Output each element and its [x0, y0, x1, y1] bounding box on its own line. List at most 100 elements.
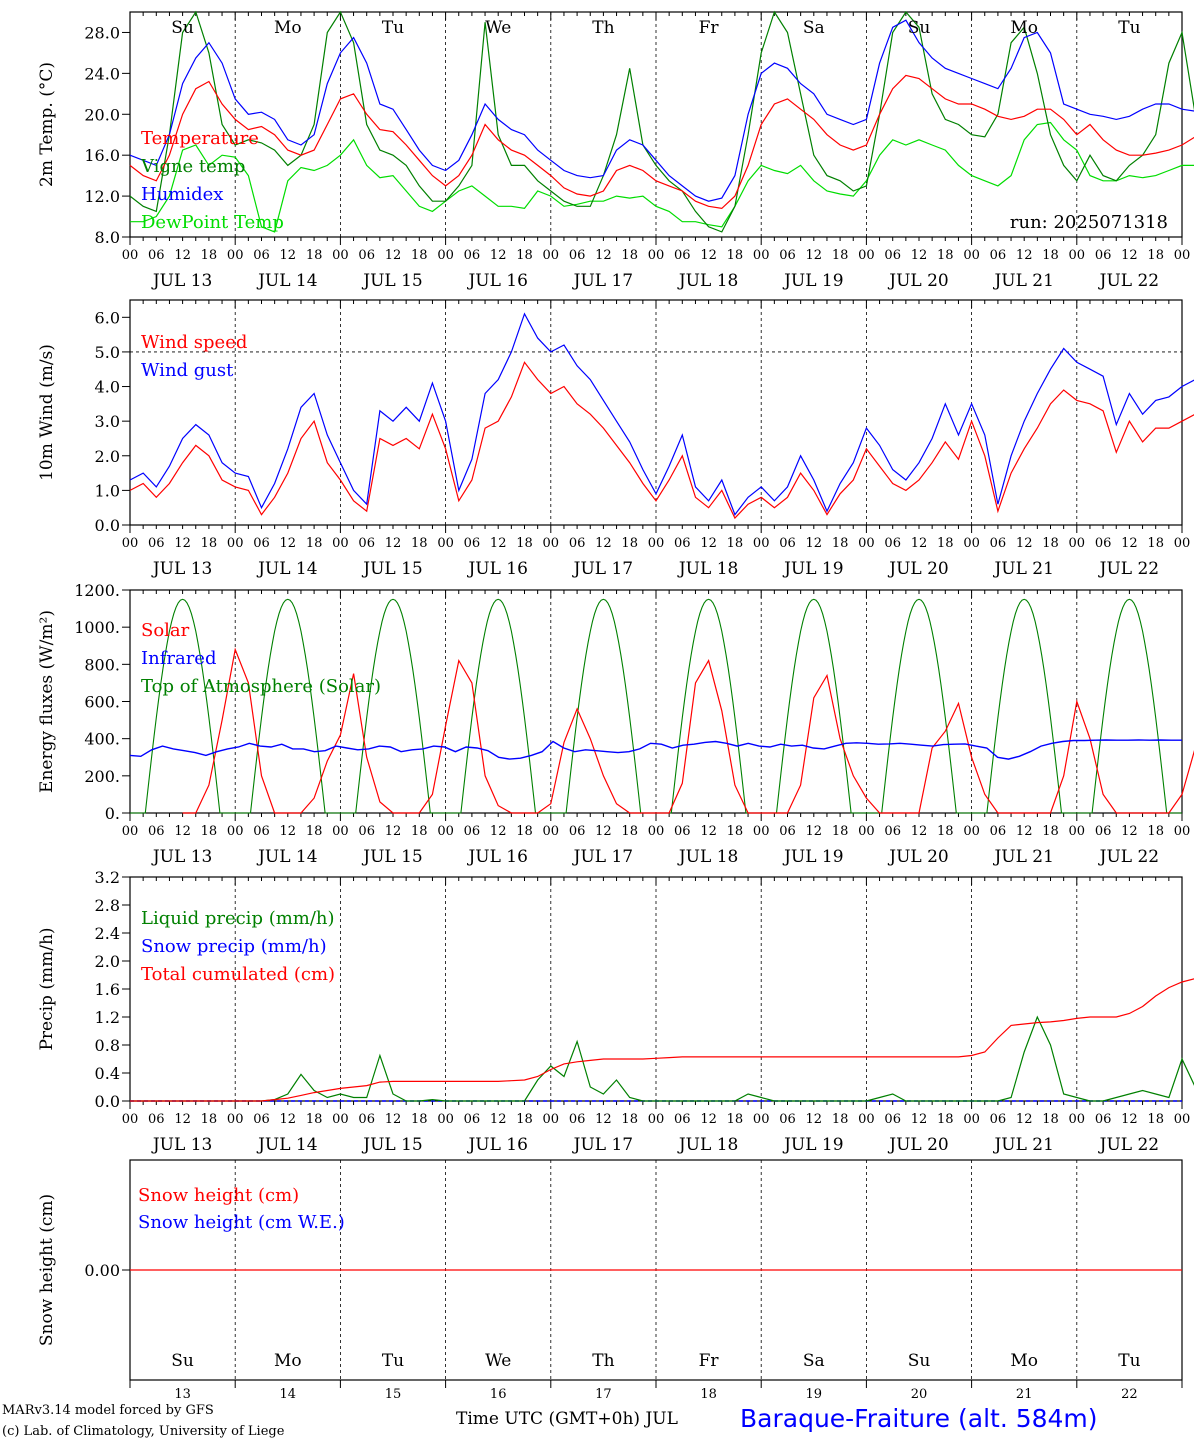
date-label: JUL 20 [887, 1135, 948, 1155]
day-number-label: 15 [385, 1387, 402, 1402]
hour-label: 12 [806, 1112, 823, 1127]
y-tick-label: 2.0 [95, 447, 120, 466]
hour-label: 06 [358, 824, 375, 839]
y-tick-label: 3.0 [95, 412, 120, 431]
hour-label: 00 [227, 1112, 244, 1127]
date-label: JUL 15 [361, 1135, 422, 1155]
hour-label: 18 [1147, 536, 1164, 551]
date-label: JUL 16 [466, 847, 527, 867]
panel-frame [129, 299, 1183, 526]
hour-label: 12 [700, 824, 717, 839]
weekday-label: Su [171, 18, 194, 38]
hour-label: 00 [122, 248, 139, 263]
hour-label: 06 [779, 824, 796, 839]
hour-label: 18 [411, 536, 428, 551]
hour-label: 18 [621, 824, 638, 839]
hour-label: 18 [306, 824, 323, 839]
y-tick-label: 28.0 [84, 23, 120, 42]
y-tick-label: 800. [84, 655, 120, 674]
hour-label: 06 [674, 824, 691, 839]
hour-label: 00 [753, 536, 770, 551]
date-label: JUL 14 [256, 847, 317, 867]
hour-label: 12 [595, 536, 612, 551]
weekday-label: Mo [274, 18, 302, 38]
y-tick-label: 0.00 [84, 1261, 120, 1280]
hour-label: 12 [911, 1112, 928, 1127]
y-tick-label: 1.0 [95, 481, 120, 500]
legend-liquid-precip-mm-h-: Liquid precip (mm/h) [141, 908, 335, 929]
y-axis-label: 2m Temp. (°C) [37, 62, 57, 187]
hour-label: 00 [1069, 1112, 1086, 1127]
hour-label: 00 [332, 248, 349, 263]
legend-dewpoint-temp: DewPoint Temp [141, 212, 284, 233]
hour-label: 06 [779, 248, 796, 263]
hour-label: 18 [937, 824, 954, 839]
date-label: JUL 19 [782, 271, 843, 291]
hour-label: 06 [779, 536, 796, 551]
hour-label: 18 [306, 1112, 323, 1127]
hour-label: 18 [621, 1112, 638, 1127]
date-label: JUL 13 [151, 847, 212, 867]
hour-label: 00 [963, 824, 980, 839]
hour-label: 06 [253, 824, 270, 839]
hour-label: 06 [1095, 824, 1112, 839]
hour-label: 18 [832, 536, 849, 551]
hour-label: 18 [411, 1112, 428, 1127]
hour-label: 18 [1147, 1112, 1164, 1127]
hour-label: 18 [201, 1112, 218, 1127]
panel-4: 0.0 0.4 0.8 1.2 1.6 2.0 2.4 2.8 3.2 00 06 12 18 JUL 1… [37, 868, 1194, 1155]
hour-label: 12 [174, 1112, 191, 1127]
hour-label: 06 [990, 824, 1007, 839]
weekday-label: Su [171, 1351, 194, 1371]
y-tick-label: 16.0 [84, 146, 120, 165]
legend-infrared: Infrared [141, 648, 216, 669]
date-label: JUL 21 [992, 559, 1053, 579]
hour-label: 18 [516, 1112, 533, 1127]
hour-label: 06 [674, 248, 691, 263]
date-label: JUL 19 [782, 559, 843, 579]
date-label: JUL 22 [1098, 559, 1159, 579]
y-tick-label: 0.4 [95, 1064, 120, 1083]
hour-label: 00 [1174, 824, 1191, 839]
hour-label: 00 [648, 536, 665, 551]
hour-label: 12 [595, 248, 612, 263]
hour-label: 06 [674, 536, 691, 551]
hour-label: 00 [122, 536, 139, 551]
date-label: JUL 18 [677, 559, 738, 579]
date-label: JUL 22 [1098, 847, 1159, 867]
hour-label: 18 [1147, 824, 1164, 839]
series-humidex [129, 19, 1194, 202]
hour-label: 00 [858, 248, 875, 263]
hour-label: 18 [727, 248, 744, 263]
weekday-label: Tu [1118, 1351, 1140, 1371]
hour-label: 12 [806, 536, 823, 551]
hour-label: 00 [1069, 824, 1086, 839]
hour-label: 18 [621, 536, 638, 551]
hour-label: 18 [306, 536, 323, 551]
y-tick-label: 200. [84, 767, 120, 786]
hour-label: 12 [280, 1112, 297, 1127]
date-label: JUL 15 [361, 847, 422, 867]
legend-wind-gust: Wind gust [141, 360, 234, 381]
legend-vigne-temp: Vigne temp [140, 156, 245, 177]
hour-label: 18 [1042, 536, 1059, 551]
weekday-label: Th [592, 18, 614, 38]
series-temperature [129, 74, 1194, 210]
series-liquid-precip [130, 1015, 1194, 1102]
hour-label: 06 [884, 824, 901, 839]
y-tick-label: 1.6 [95, 980, 120, 999]
date-label: JUL 19 [782, 847, 843, 867]
y-tick-label: 0.0 [95, 1092, 120, 1111]
y-tick-label: 2.4 [95, 924, 120, 943]
credit-line-2: (c) Lab. of Climatology, University of L… [2, 1424, 285, 1439]
hour-label: 18 [201, 248, 218, 263]
hour-label: 06 [1095, 536, 1112, 551]
date-label: JUL 16 [466, 271, 527, 291]
hour-label: 18 [621, 248, 638, 263]
hour-label: 18 [1042, 248, 1059, 263]
time-axis-label: Time UTC (GMT+0h) JUL [456, 1409, 678, 1429]
hour-label: 18 [201, 536, 218, 551]
y-tick-label: 12.0 [84, 187, 120, 206]
legend-top-of-atmosphere-solar-: Top of Atmosphere (Solar) [141, 676, 381, 697]
hour-label: 00 [227, 536, 244, 551]
